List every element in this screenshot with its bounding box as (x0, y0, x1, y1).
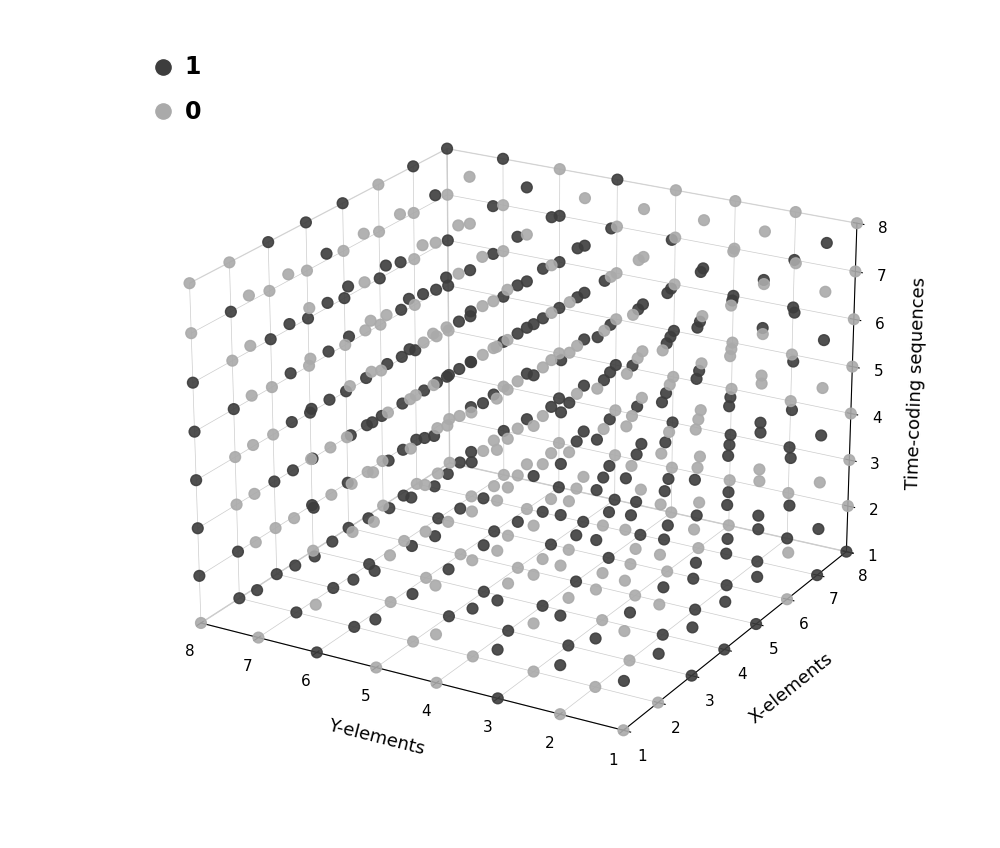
Legend: 1, 0: 1, 0 (157, 55, 201, 124)
Y-axis label: X-elements: X-elements (745, 649, 836, 727)
X-axis label: Y-elements: Y-elements (326, 717, 426, 758)
